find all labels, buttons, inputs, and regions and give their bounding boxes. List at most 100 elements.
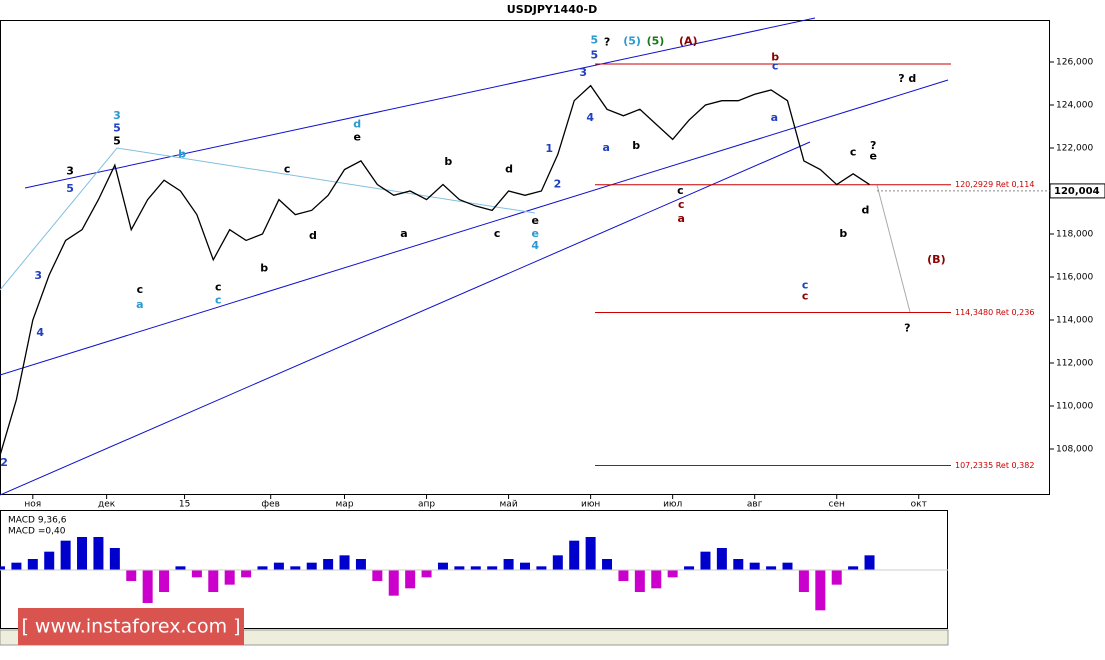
wave-label: c: [494, 227, 501, 240]
macd-bar: [733, 559, 744, 570]
y-tick-label: 112,000: [1056, 358, 1093, 368]
macd-bar: [208, 570, 219, 592]
macd-bar: [191, 570, 202, 578]
macd-bar: [372, 570, 383, 581]
macd-bar: [864, 555, 875, 570]
wave-label: 3: [34, 269, 42, 282]
macd-bar: [520, 562, 530, 570]
macd-bar: [815, 570, 826, 611]
wave-label: 4: [531, 239, 539, 252]
plot-frame: [0, 20, 1050, 495]
macd-bar: [388, 570, 399, 596]
macd-bar: [569, 540, 580, 570]
macd-bar: [355, 559, 366, 570]
wave-label: (5): [647, 35, 665, 48]
wave-label: b: [632, 139, 640, 152]
macd-bar: [27, 559, 38, 570]
wave-label: (A): [679, 35, 698, 48]
wave-label: c: [850, 145, 857, 158]
macd-bar: [77, 537, 88, 570]
macd-bar: [257, 566, 268, 570]
macd-bar: [405, 570, 416, 589]
macd-title: MACD 9,36,6: [8, 516, 67, 526]
wave-label: ?: [870, 139, 876, 152]
wave-label: d: [353, 117, 361, 130]
macd-bar: [716, 548, 727, 570]
macd-bar: [224, 570, 235, 585]
macd-bar: [700, 551, 711, 570]
wave-label: 2: [554, 178, 562, 191]
y-tick-label: 108,000: [1056, 444, 1093, 454]
macd-bar: [454, 566, 465, 570]
wave-label: b: [771, 51, 779, 64]
macd-bar: [684, 566, 695, 570]
wave-label: 5: [66, 182, 74, 195]
macd-bar: [175, 566, 186, 570]
wave-label: e: [532, 227, 539, 240]
macd-bar: [651, 570, 662, 589]
x-tick-label: июл: [663, 500, 682, 510]
macd-bar: [142, 570, 153, 603]
wave-label: 5: [113, 135, 121, 148]
wave-label: a: [678, 212, 685, 225]
y-tick-label: 114,000: [1056, 315, 1093, 325]
macd-bar: [831, 570, 842, 585]
wave-label: e: [354, 130, 361, 143]
macd-bar: [602, 559, 613, 570]
x-tick-label: фев: [261, 500, 280, 510]
wave-label: 5: [590, 34, 598, 47]
wave-label: b: [444, 155, 452, 168]
macd-bar: [11, 562, 22, 570]
x-tick-label: сен: [829, 500, 845, 510]
macd-bar: [782, 562, 793, 570]
macd-bar: [634, 570, 645, 592]
macd-bar: [503, 559, 514, 570]
wave-label: a: [771, 111, 778, 124]
x-tick-label: дек: [98, 500, 116, 510]
macd-bar: [470, 566, 481, 570]
macd-bar: [306, 562, 317, 570]
macd-bar: [848, 566, 859, 570]
wave-label: 4: [36, 326, 44, 339]
macd-bar: [290, 566, 301, 570]
current-price-label: 120,004: [1054, 186, 1100, 197]
y-tick-label: 110,000: [1056, 401, 1093, 411]
level-label: 120,2929 Ret 0,114: [955, 180, 1034, 189]
x-tick-label: апр: [418, 500, 435, 510]
watermark-box: [18, 608, 244, 645]
x-tick-label: ноя: [24, 500, 41, 510]
macd-bar: [766, 566, 777, 570]
macd-bar: [552, 555, 563, 570]
macd-bar: [339, 555, 350, 570]
wave-label: ?: [904, 322, 910, 335]
watermark: [ www.instaforex.com ]: [21, 616, 240, 638]
y-tick-label: 124,000: [1056, 101, 1093, 111]
wave-label: c: [802, 279, 809, 292]
current-price-box: [1049, 183, 1105, 199]
macd-bar: [273, 562, 284, 570]
y-tick-label: 118,000: [1056, 229, 1093, 239]
wave-label: e: [532, 214, 539, 227]
macd-bar: [44, 551, 55, 570]
x-tick-label: май: [500, 500, 518, 510]
macd-bar: [798, 570, 809, 592]
macd-bar: [536, 566, 547, 570]
macd-bar: [109, 548, 120, 570]
wave-label: d: [505, 163, 513, 176]
macd-bar: [126, 570, 137, 581]
wave-label: c: [677, 184, 684, 197]
macd-bar: [60, 540, 71, 570]
wave-label: c: [772, 59, 779, 72]
macd-bar: [585, 537, 596, 570]
wave-label: 2: [0, 456, 8, 469]
wave-label: b: [839, 227, 847, 240]
macd-bar: [421, 570, 432, 578]
projection-line: [876, 184, 911, 313]
x-tick-label: авг: [747, 500, 763, 510]
wave-label: 5: [113, 122, 121, 135]
wave-label: c: [284, 163, 291, 176]
macd-bar: [437, 562, 448, 570]
macd-bar: [667, 570, 678, 578]
wave-label: 3: [66, 165, 74, 178]
